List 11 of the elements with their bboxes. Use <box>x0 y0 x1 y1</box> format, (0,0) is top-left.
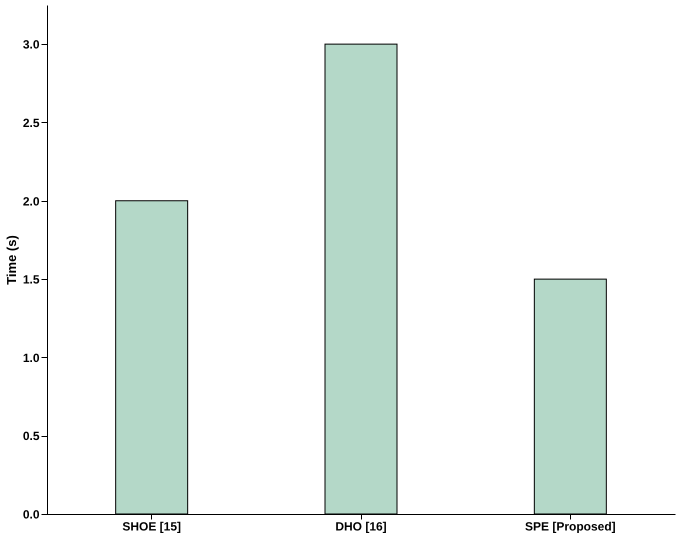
x-tick-label: DHO [16] <box>335 520 387 534</box>
y-tick-label: 0.5 <box>22 429 40 444</box>
y-tick-label: 2.0 <box>22 194 40 208</box>
y-tick-label: 1.5 <box>22 272 40 287</box>
y-tick-label: 2.5 <box>22 116 40 130</box>
x-tick-label: SHOE [15] <box>122 520 182 534</box>
y-axis-title: Time (s) <box>4 235 19 285</box>
y-tick-label: 3.0 <box>22 38 40 52</box>
y-tick-label: 0.0 <box>22 508 40 522</box>
x-tick-label: SPE [Proposed] <box>524 520 616 534</box>
y-tick-label: 1.0 <box>22 350 40 365</box>
